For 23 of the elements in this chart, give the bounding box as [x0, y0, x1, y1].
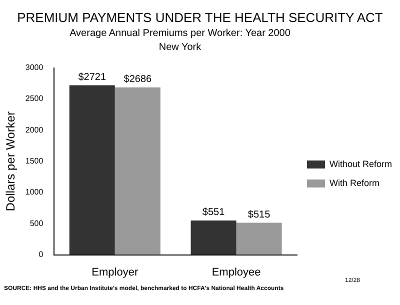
y-axis-title: Dollars per Worker	[4, 111, 18, 212]
chart-title: PREMIUM PAYMENTS UNDER THE HEALTH SECURITY ACT	[16, 10, 384, 25]
y-tick-label: 1000	[25, 188, 44, 197]
legend-label: Without Reform	[330, 158, 392, 169]
bar	[69, 85, 115, 255]
bar	[236, 222, 282, 255]
chart-subtitle: Average Annual Premiums per Worker: Year 2000	[68, 28, 292, 39]
text: New York	[158, 42, 202, 53]
y-tick-label: 1500	[25, 156, 44, 166]
y-tick-label: 2000	[25, 125, 44, 134]
text: $551	[202, 207, 225, 218]
text: $2721	[78, 72, 106, 83]
x-tick-label: Employer	[92, 266, 138, 278]
bar	[114, 87, 160, 255]
y-tick-label: 0	[38, 250, 44, 260]
bar	[190, 220, 236, 255]
y-tick-label: 500	[30, 218, 44, 228]
x-tick-label: Employee	[212, 266, 261, 278]
y-tick-label: 3000	[25, 63, 44, 72]
text: $2686	[124, 74, 152, 86]
text: $515	[248, 209, 270, 220]
legend-label: With Reform	[330, 178, 380, 188]
y-tick-label: 2500	[25, 94, 44, 104]
